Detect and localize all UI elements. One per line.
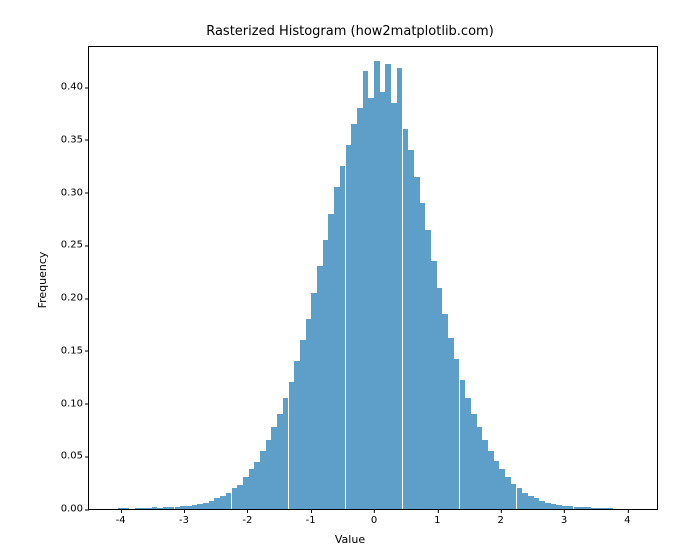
y-tick-label: 0.40: [61, 82, 89, 93]
y-tick-label: 0.25: [61, 240, 89, 251]
x-tick-label: -4: [116, 509, 126, 526]
y-tick-label: 0.30: [61, 187, 89, 198]
y-tick-label: 0.15: [61, 345, 89, 356]
x-tick-label: 3: [561, 509, 567, 526]
x-tick-label: 4: [624, 509, 630, 526]
histogram-bar: [608, 508, 614, 509]
plot-area: 0.000.050.100.150.200.250.300.350.40-4-3…: [88, 46, 658, 510]
x-tick-label: -2: [242, 509, 252, 526]
x-tick-label: -1: [306, 509, 316, 526]
x-tick-label: 2: [497, 509, 503, 526]
y-tick-label: 0.00: [61, 504, 89, 515]
figure: Rasterized Histogram (how2matplotlib.com…: [0, 0, 700, 560]
y-tick-label: 0.05: [61, 451, 89, 462]
x-axis-label: Value: [0, 533, 700, 546]
x-tick-label: -3: [179, 509, 189, 526]
chart-title: Rasterized Histogram (how2matplotlib.com…: [0, 24, 700, 39]
y-tick-label: 0.35: [61, 134, 89, 145]
y-tick-label: 0.10: [61, 398, 89, 409]
y-axis-label: Frequency: [36, 252, 49, 309]
y-tick-label: 0.20: [61, 293, 89, 304]
x-tick-label: 0: [371, 509, 377, 526]
x-tick-label: 1: [434, 509, 440, 526]
